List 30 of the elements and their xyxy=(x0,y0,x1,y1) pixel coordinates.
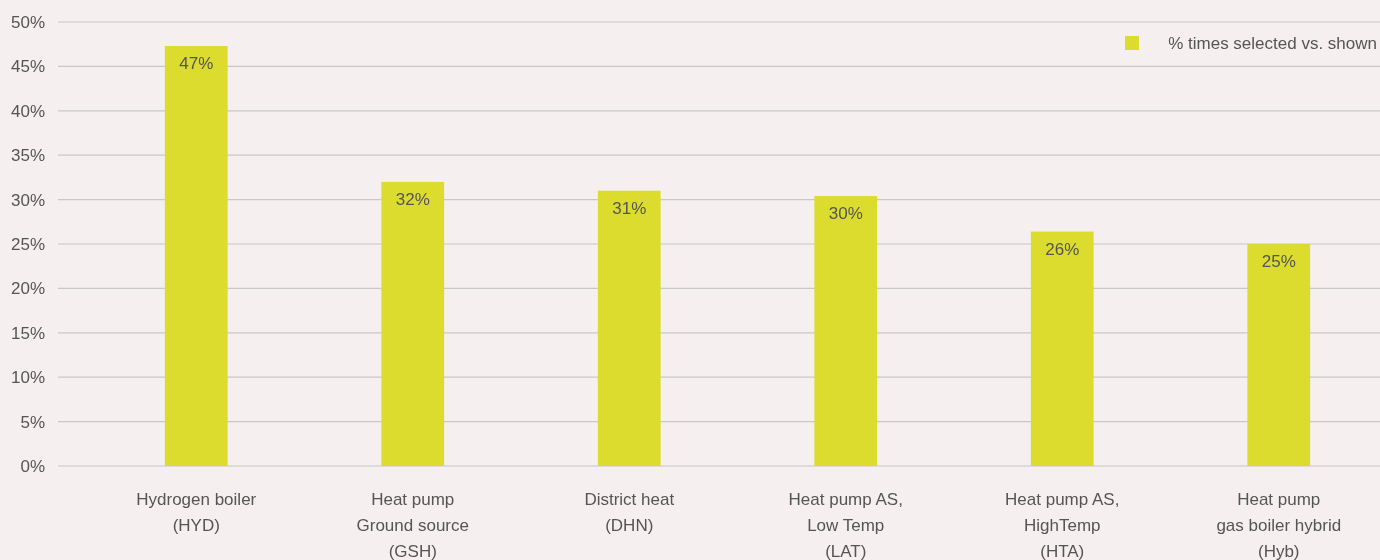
data-label: 26% xyxy=(1045,239,1080,259)
bar xyxy=(164,45,228,466)
y-tick-label: 15% xyxy=(10,323,45,343)
y-tick-label: 30% xyxy=(10,190,45,210)
y-tick-label: 35% xyxy=(10,146,45,166)
legend-label: % times selected vs. shown xyxy=(1168,33,1377,53)
y-tick-label: 50% xyxy=(10,12,45,32)
x-tick-label: Heat pump AS, Low Temp (LAT) xyxy=(788,490,903,560)
data-label: 30% xyxy=(828,204,863,224)
x-tick-label: Heat pump AS, HighTemp (HTA) xyxy=(1005,490,1120,560)
bar xyxy=(1030,231,1094,466)
y-tick-label: 0% xyxy=(20,456,45,476)
x-tick-label: Hydrogen boiler (HYD) xyxy=(136,490,257,535)
data-label: 47% xyxy=(179,53,214,73)
y-tick-label: 25% xyxy=(10,234,45,254)
x-tick-label: Heat pump gas boiler hybrid (Hyb) xyxy=(1216,490,1342,560)
bar xyxy=(381,181,445,466)
y-tick-label: 40% xyxy=(10,101,45,121)
data-label: 25% xyxy=(1261,252,1296,271)
data-label: 32% xyxy=(395,189,430,209)
y-tick-label: 10% xyxy=(10,368,45,388)
y-tick-label: 5% xyxy=(20,412,45,432)
y-tick-label: 45% xyxy=(10,57,45,77)
bar xyxy=(597,190,661,466)
data-label: 31% xyxy=(612,198,647,218)
bar xyxy=(1247,244,1311,466)
bar xyxy=(814,196,878,466)
x-tick-label: Heat pump Ground source (GSH) xyxy=(356,490,469,560)
x-tick-label: District heat (DHN) xyxy=(584,490,675,535)
y-tick-label: 20% xyxy=(10,279,45,299)
